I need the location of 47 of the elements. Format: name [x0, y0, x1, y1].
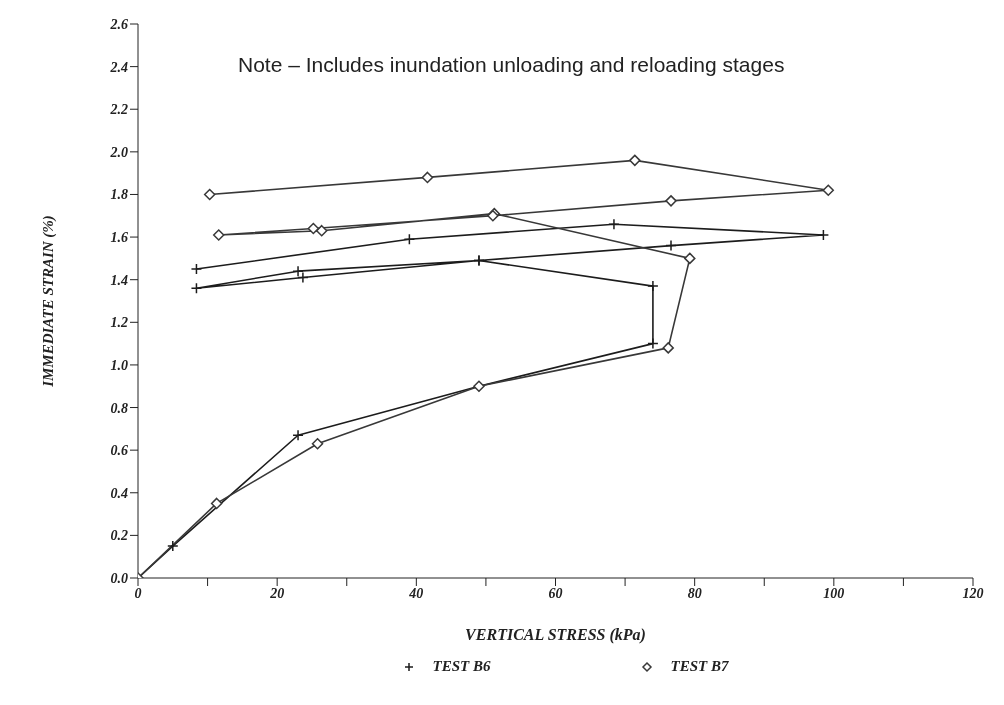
x-axis-title: VERTICAL STRESS (kPa) — [465, 626, 646, 644]
point — [403, 233, 416, 245]
point — [684, 252, 696, 265]
legend-label: TEST B7 — [670, 658, 729, 675]
point — [307, 222, 320, 235]
y-tick-label: 1.0 — [110, 357, 128, 373]
y-tick-label: 1.2 — [110, 315, 128, 331]
x-tick-label: 20 — [269, 585, 285, 601]
y-tick-label: 2.0 — [109, 144, 128, 160]
x-tick-label: 120 — [962, 585, 984, 601]
y-tick-label: 0.8 — [110, 400, 128, 416]
x-tick-label: 40 — [408, 585, 424, 601]
annotation: Note – Includes inundation unloading and reloading stages — [238, 53, 785, 77]
y-axis-title: IMMEDIATE STRAIN (%) — [40, 215, 58, 388]
point — [203, 188, 216, 201]
point — [167, 540, 179, 552]
point — [212, 229, 225, 241]
y-tick-label: 2.2 — [109, 102, 128, 118]
point — [665, 239, 677, 252]
point — [647, 337, 659, 350]
point — [190, 282, 203, 294]
point — [315, 224, 328, 237]
y-tick-label: 1.4 — [110, 272, 128, 288]
point — [822, 184, 835, 196]
x-tick-label: 80 — [687, 585, 702, 601]
point — [311, 438, 324, 450]
y-tick-label: 2.4 — [109, 59, 128, 75]
y-tick-label: 1.8 — [110, 187, 128, 203]
y-tick-label: 1.6 — [110, 230, 128, 246]
point — [608, 218, 620, 231]
y-tick-label: 0.0 — [110, 570, 128, 586]
point — [421, 171, 434, 184]
point — [647, 280, 659, 292]
point — [665, 195, 677, 207]
legend-label: TEST B6 — [432, 658, 491, 675]
x-tick-label: 60 — [548, 585, 563, 601]
x-tick-label: 0 — [134, 585, 142, 601]
point — [210, 497, 223, 510]
x-tick-label: 100 — [823, 585, 845, 601]
y-tick-label: 0.4 — [110, 485, 128, 501]
point — [190, 263, 203, 275]
y-tick-label: 2.6 — [109, 16, 128, 32]
y-tick-label: 0.6 — [110, 443, 128, 459]
point — [292, 429, 304, 441]
point — [629, 154, 641, 167]
point — [662, 342, 674, 354]
y-tick-label: 0.2 — [110, 528, 128, 544]
